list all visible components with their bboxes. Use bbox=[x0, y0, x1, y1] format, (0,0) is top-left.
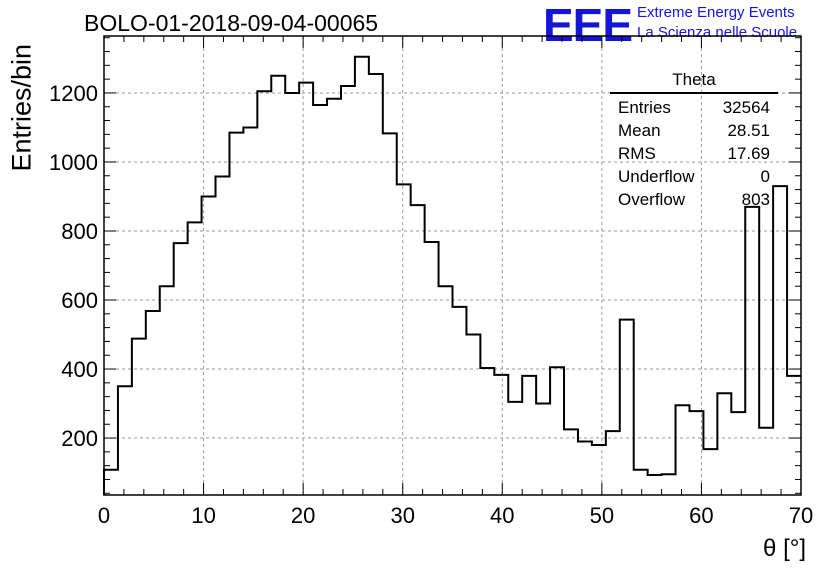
histogram-bin bbox=[174, 243, 188, 495]
histogram-bin bbox=[634, 470, 648, 495]
histogram-bin bbox=[257, 91, 271, 495]
histogram-title: BOLO-01-2018-09-04-00065 bbox=[84, 10, 379, 36]
histogram-bin bbox=[118, 386, 132, 495]
histogram-bin bbox=[522, 376, 536, 495]
histogram-bin bbox=[146, 311, 160, 495]
x-tick-label: 10 bbox=[191, 503, 215, 528]
histogram-bin bbox=[606, 431, 620, 495]
stats-value: 803 bbox=[741, 190, 770, 209]
stats-name: Theta bbox=[610, 70, 778, 94]
histogram-bin bbox=[160, 286, 174, 495]
stats-value: 32564 bbox=[722, 98, 770, 117]
histogram-bin bbox=[773, 186, 787, 495]
stats-value: 28.51 bbox=[727, 121, 770, 140]
x-tick-label: 0 bbox=[98, 503, 110, 528]
y-tick-label: 600 bbox=[61, 288, 98, 313]
histogram-bin bbox=[717, 393, 731, 495]
stats-value: 17.69 bbox=[727, 144, 770, 163]
histogram-bin bbox=[731, 412, 745, 495]
histogram-bin bbox=[383, 133, 397, 495]
histogram-bin bbox=[494, 375, 508, 495]
histogram-bin bbox=[243, 127, 257, 495]
stats-label: Overflow bbox=[618, 190, 686, 209]
histogram-bin bbox=[564, 429, 578, 495]
stats-row-rms: RMS 17.69 bbox=[610, 142, 778, 165]
y-tick-label: 1200 bbox=[49, 81, 98, 106]
histogram-bin bbox=[439, 286, 453, 495]
histogram-bin bbox=[620, 320, 634, 495]
histogram-bin bbox=[327, 99, 341, 495]
x-tick-label: 50 bbox=[590, 503, 614, 528]
plot-frame bbox=[103, 35, 802, 496]
histogram-bin bbox=[425, 242, 439, 495]
histogram-bin bbox=[271, 76, 285, 495]
histogram-bin bbox=[466, 335, 480, 495]
stats-label: Entries bbox=[618, 98, 671, 117]
histogram-bin bbox=[229, 133, 243, 495]
stats-row-entries: Entries 32564 bbox=[610, 96, 778, 119]
logo-line-1: Extreme Energy Events bbox=[637, 4, 795, 21]
histogram-bin bbox=[355, 57, 369, 495]
histogram-bin bbox=[578, 442, 592, 495]
histogram-bin bbox=[745, 207, 759, 495]
stats-row-overflow: Overflow 803 bbox=[610, 188, 778, 211]
histogram-bin bbox=[480, 368, 494, 495]
stats-label: Mean bbox=[618, 121, 661, 140]
histogram-bin bbox=[453, 307, 467, 495]
eee-logo: EEE bbox=[543, 0, 633, 51]
histogram-bin bbox=[592, 445, 606, 495]
histogram-bin bbox=[676, 405, 690, 495]
y-tick-label: 200 bbox=[61, 426, 98, 451]
stats-row-mean: Mean 28.51 bbox=[610, 119, 778, 142]
histogram-bin bbox=[369, 74, 383, 495]
histogram-bin bbox=[787, 376, 801, 495]
histogram-bin bbox=[662, 474, 676, 495]
x-tick-label: 30 bbox=[390, 503, 414, 528]
histogram-bin bbox=[341, 86, 355, 495]
histogram-bin bbox=[411, 205, 425, 495]
x-tick-label: 20 bbox=[291, 503, 315, 528]
histogram-bin bbox=[299, 83, 313, 495]
y-axis-label: Entries/bin bbox=[6, 43, 37, 172]
histogram-bin bbox=[104, 470, 118, 495]
stats-label: Underflow bbox=[618, 167, 695, 186]
histogram-bin bbox=[285, 93, 299, 495]
histogram-bin bbox=[536, 404, 550, 495]
histogram-bin bbox=[648, 475, 662, 495]
histogram-bin bbox=[188, 222, 202, 495]
histogram-bin bbox=[703, 449, 717, 495]
y-tick-label: 1000 bbox=[49, 150, 98, 175]
histogram-bin bbox=[132, 339, 146, 495]
histogram-bin bbox=[508, 402, 522, 495]
histogram-bin bbox=[550, 367, 564, 495]
stats-value: 0 bbox=[760, 167, 770, 186]
y-tick-label: 800 bbox=[61, 219, 98, 244]
histogram-outline bbox=[103, 55, 801, 495]
stats-box: Theta Entries 32564 Mean 28.51 RMS 17.69… bbox=[610, 70, 778, 211]
stats-label: RMS bbox=[618, 144, 656, 163]
histogram-bin bbox=[216, 176, 230, 495]
y-tick-label: 400 bbox=[61, 357, 98, 382]
x-tick-label: 40 bbox=[490, 503, 514, 528]
x-tick-label: 70 bbox=[789, 503, 813, 528]
x-tick-label: 60 bbox=[689, 503, 713, 528]
stats-row-underflow: Underflow 0 bbox=[610, 165, 778, 188]
x-axis-label: θ [°] bbox=[763, 535, 806, 562]
